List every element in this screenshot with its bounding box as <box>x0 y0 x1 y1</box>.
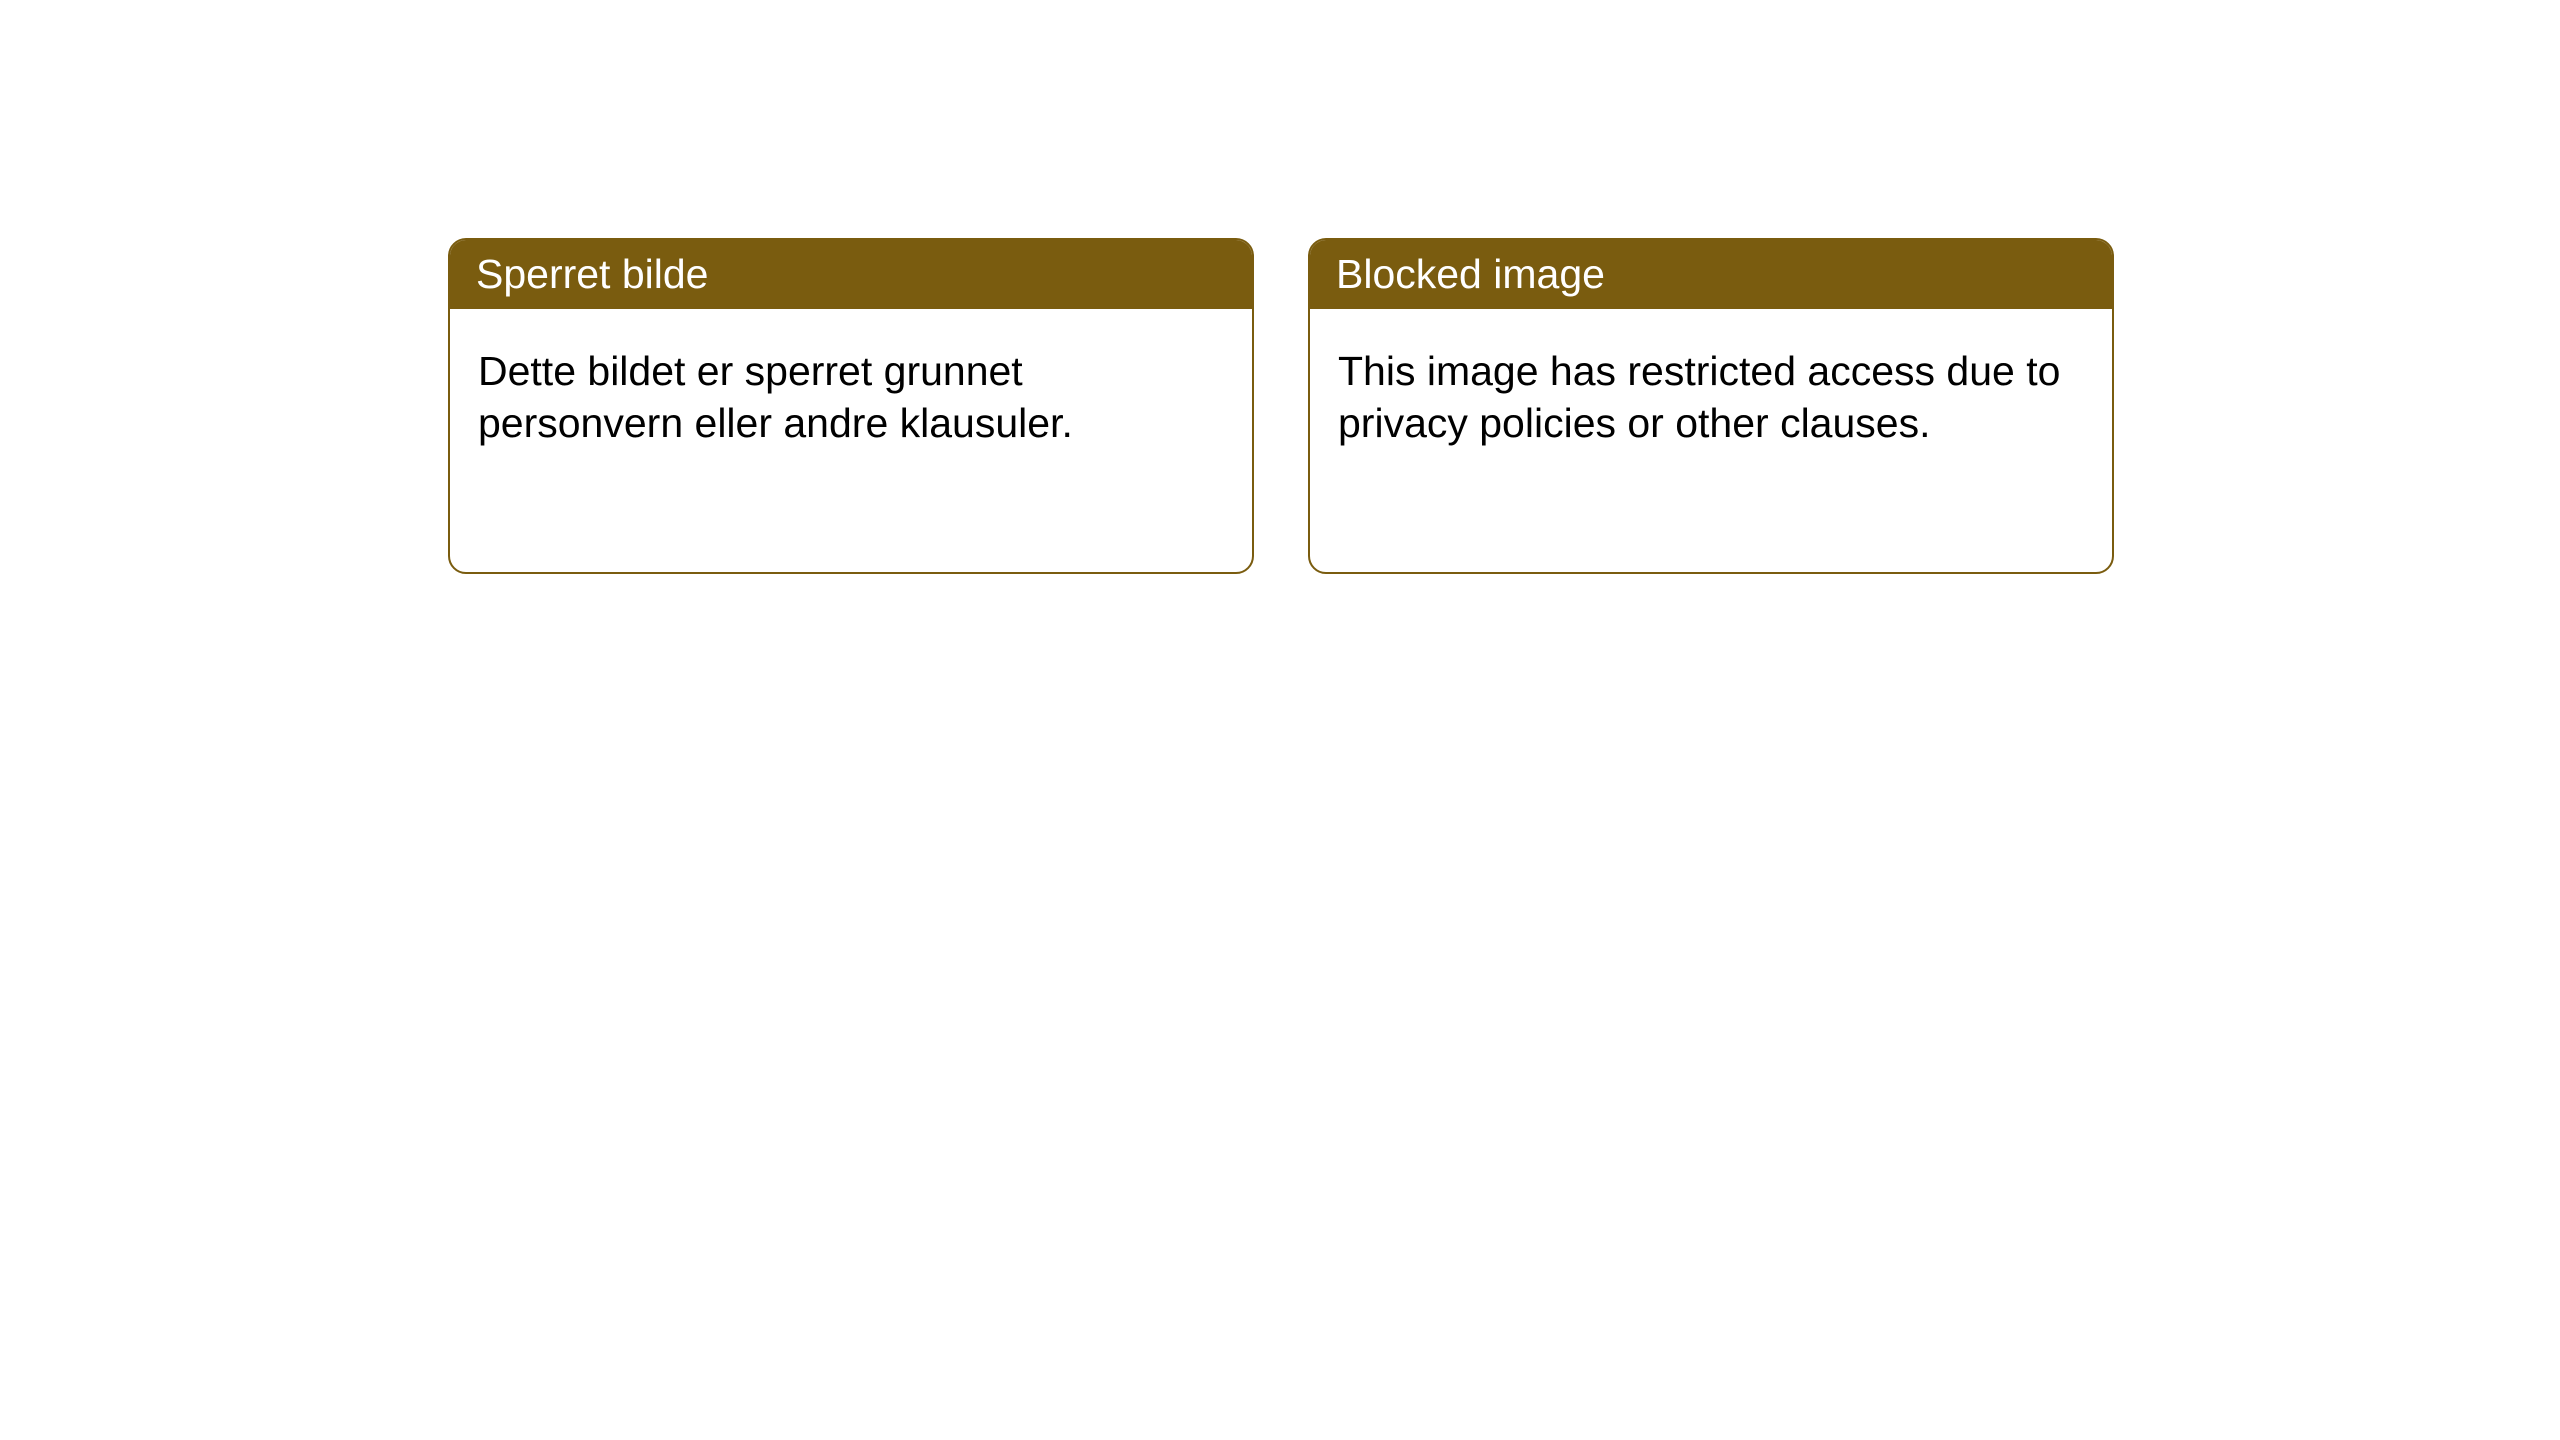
notice-title: Sperret bilde <box>476 251 708 297</box>
notice-card-english: Blocked image This image has restricted … <box>1308 238 2114 574</box>
notice-body-text: This image has restricted access due to … <box>1338 348 2060 446</box>
notice-header: Blocked image <box>1310 240 2112 309</box>
notice-title: Blocked image <box>1336 251 1605 297</box>
notice-header: Sperret bilde <box>450 240 1252 309</box>
notice-container: Sperret bilde Dette bildet er sperret gr… <box>0 0 2560 574</box>
notice-card-norwegian: Sperret bilde Dette bildet er sperret gr… <box>448 238 1254 574</box>
notice-body: Dette bildet er sperret grunnet personve… <box>450 309 1252 486</box>
notice-body-text: Dette bildet er sperret grunnet personve… <box>478 348 1073 446</box>
notice-body: This image has restricted access due to … <box>1310 309 2112 486</box>
